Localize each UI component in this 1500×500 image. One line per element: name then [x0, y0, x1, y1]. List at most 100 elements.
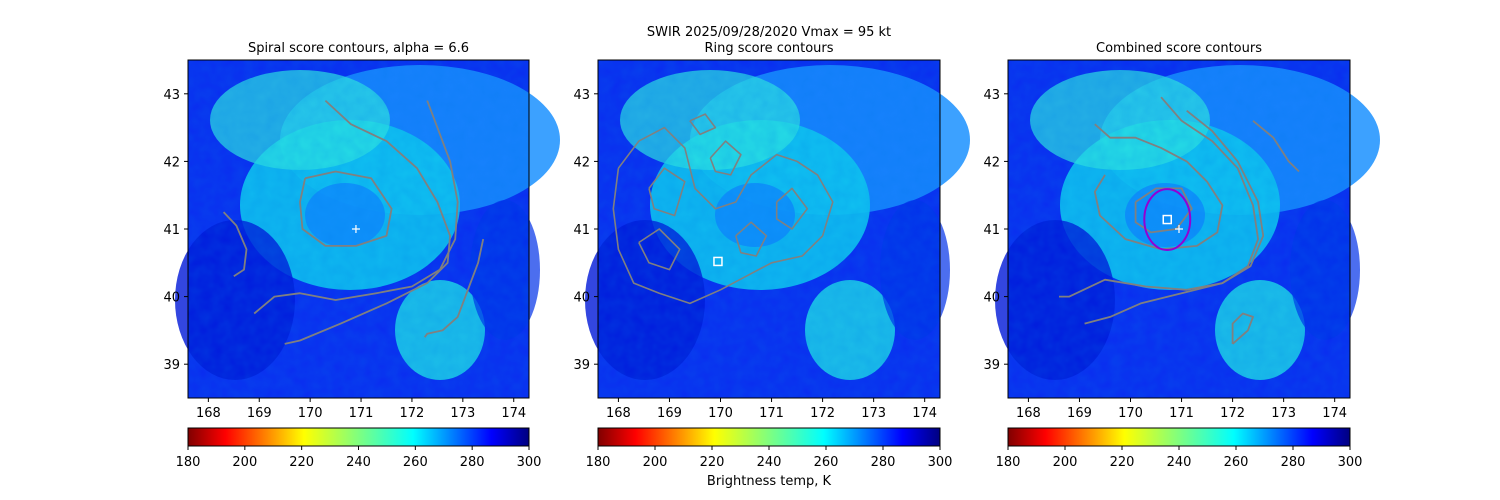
colorbar-tick-label: 300 — [1338, 455, 1363, 470]
contour-line-5 — [735, 221, 768, 257]
panel-combined-markers — [1143, 188, 1192, 251]
y-tick-label: 41 — [983, 223, 1000, 238]
colorbar-tick-label: 220 — [700, 455, 725, 470]
y-tick-label: 43 — [573, 88, 590, 103]
panel-combined-ticks: 168 169 170 171 172 173 174 39 40 41 42 43 — [983, 88, 1347, 421]
x-tick-label: 172 — [400, 406, 425, 421]
x-tick-label: 174 — [1322, 406, 1347, 421]
colorbar-tick-label: 220 — [289, 455, 314, 470]
colorbar-tick-label: 260 — [814, 455, 839, 470]
contour-line-0 — [612, 126, 834, 305]
y-tick-label: 42 — [983, 155, 1000, 170]
x-tick-label: 168 — [606, 406, 631, 421]
panel-spiral-ticks: 168 169 170 171 172 173 174 39 40 41 42 43 — [163, 88, 526, 421]
y-tick-label: 40 — [983, 291, 1000, 306]
panel-spiral-colorbar: 180 200 220 240 260 280 300 — [176, 427, 542, 470]
contour-line-2 — [299, 170, 393, 247]
colorbar-tick-label: 180 — [176, 455, 201, 470]
panel-spiral-title: Spiral score contours, alpha = 6.6 — [248, 41, 469, 56]
panel-combined-image — [995, 60, 1380, 398]
y-tick-label: 40 — [573, 291, 590, 306]
colorbar-tick-label: 200 — [1053, 455, 1078, 470]
y-tick-label: 43 — [983, 88, 1000, 103]
x-tick-label: 168 — [196, 406, 221, 421]
colorbar-tick-label: 300 — [517, 455, 542, 470]
contour-line-0 — [1084, 96, 1259, 325]
panel-ring-image — [585, 60, 970, 398]
colorbar-tick-label: 180 — [996, 455, 1021, 470]
x-tick-label: 168 — [1016, 406, 1041, 421]
x-tick-label: 173 — [1271, 406, 1296, 421]
panel-combined-contours — [1059, 96, 1300, 345]
colorbar-tick-label: 260 — [1224, 455, 1249, 470]
colorbar-label: Brightness temp, K — [707, 474, 832, 489]
x-tick-label: 172 — [1220, 406, 1245, 421]
colorbar-tick-label: 200 — [232, 455, 257, 470]
contour-line-4 — [1252, 120, 1300, 173]
panel-combined-title: Combined score contours — [1096, 41, 1262, 56]
y-tick-label: 41 — [573, 223, 590, 238]
colorbar-tick-label: 180 — [586, 455, 611, 470]
contour-line-6 — [689, 113, 717, 136]
y-tick-label: 39 — [573, 358, 590, 373]
colorbar-tick-label: 280 — [1281, 455, 1306, 470]
figure-suptitle: SWIR 2025/09/28/2020 Vmax = 95 kt — [647, 25, 891, 40]
x-tick-label: 169 — [247, 406, 272, 421]
contour-line-4 — [423, 238, 485, 338]
x-tick-label: 169 — [657, 406, 682, 421]
x-tick-label: 169 — [1067, 406, 1092, 421]
panel-spiral-contours — [222, 99, 485, 345]
y-tick-label: 42 — [163, 155, 180, 170]
y-tick-label: 41 — [163, 223, 180, 238]
colorbar-tick-label: 240 — [346, 455, 371, 470]
contour-line-1 — [1059, 109, 1265, 298]
colorbar-tick-label: 240 — [757, 455, 782, 470]
contour-line-2 — [1093, 123, 1224, 251]
panel-combined-colorbar: 180 200 220 240 260 280 300 — [996, 427, 1363, 470]
x-tick-label: 173 — [861, 406, 886, 421]
y-tick-label: 43 — [163, 88, 180, 103]
x-tick-label: 172 — [810, 406, 835, 421]
panel-spiral-markers — [351, 225, 360, 233]
panel-ring-contours — [612, 113, 834, 305]
circle-marker — [1143, 188, 1192, 251]
colorbar-tick-label: 280 — [871, 455, 896, 470]
x-tick-label: 174 — [912, 406, 937, 421]
panel-ring-ticks: 168 169 170 171 172 173 174 39 40 41 42 43 — [573, 88, 937, 421]
panel-ring: Ring score contours 168 169 170 171 172 173 17… — [573, 41, 970, 489]
colorbar-1 — [187, 427, 530, 447]
contour-line-0 — [284, 99, 451, 345]
panel-spiral: Spiral score contours, alpha = 6.6 168 16… — [163, 41, 560, 470]
x-tick-label: 170 — [298, 406, 323, 421]
colorbar-2 — [597, 427, 941, 447]
panel-ring-title: Ring score contours — [704, 41, 833, 56]
panel-ring-colorbar: 180 200 220 240 260 280 300 Brightness temp, K — [586, 427, 953, 489]
plus-marker — [1175, 225, 1183, 233]
contour-line-1 — [648, 167, 686, 217]
y-tick-label: 42 — [573, 155, 590, 170]
panel-spiral-image — [175, 60, 560, 398]
contour-line-2 — [709, 140, 742, 176]
x-tick-label: 171 — [759, 406, 784, 421]
y-tick-label: 39 — [983, 358, 1000, 373]
colorbar-tick-label: 300 — [928, 455, 953, 470]
contour-line-3 — [775, 187, 809, 230]
colorbar-tick-label: 200 — [643, 455, 668, 470]
colorbar-3 — [1007, 427, 1351, 447]
plus-marker — [351, 225, 360, 233]
colorbar-tick-label: 220 — [1110, 455, 1135, 470]
x-tick-label: 171 — [1169, 406, 1194, 421]
contour-line-5 — [1231, 312, 1254, 345]
square-marker — [713, 256, 723, 267]
square-marker — [1162, 214, 1173, 225]
contour-line-3 — [222, 211, 248, 278]
panel-ring-markers — [713, 256, 723, 267]
colorbar-tick-label: 260 — [403, 455, 428, 470]
y-tick-label: 40 — [163, 291, 180, 306]
x-tick-label: 174 — [501, 406, 526, 421]
panel-combined: Combined score contours 168 169 170 171 172 1… — [983, 41, 1380, 470]
contour-line-4 — [638, 228, 681, 271]
colorbar-tick-label: 240 — [1167, 455, 1192, 470]
contour-line-1 — [253, 100, 459, 315]
